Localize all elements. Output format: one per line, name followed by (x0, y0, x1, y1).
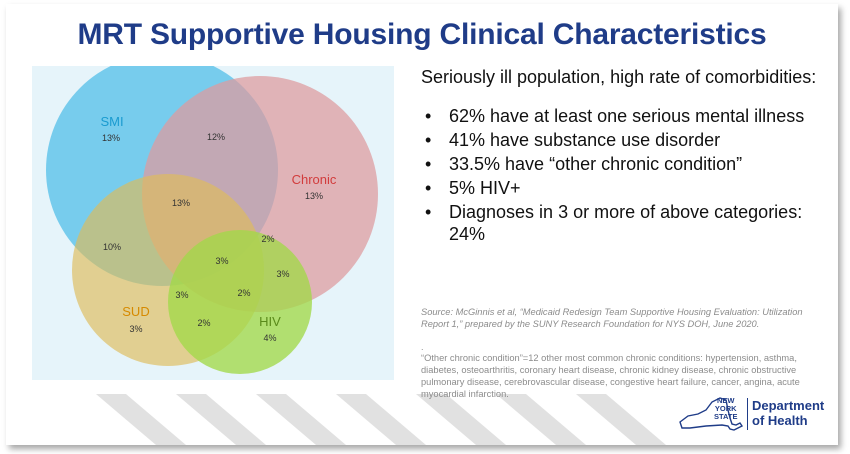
summary-bullet: • Diagnoses in 3 or more of above categor… (425, 202, 803, 244)
bullet-glyph: • (425, 178, 432, 198)
set-label-sud: SUD (122, 304, 149, 319)
region-chronic-hiv: 3% (276, 269, 289, 279)
summary-bullet: • 5% HIV+ (425, 178, 521, 198)
page-title: MRT Supportive Housing Clinical Characte… (77, 18, 767, 51)
summary-intro: Seriously ill population, high rate of c… (421, 67, 817, 87)
set-label-chronic: Chronic (292, 172, 337, 187)
set-value-hiv: 4% (263, 333, 276, 343)
region-all-four: 3% (215, 256, 228, 266)
set-value-chronic: 13% (305, 191, 323, 201)
separator-dot: . (421, 342, 424, 352)
logo-divider (747, 398, 748, 430)
footnote: “Other chronic condition”=12 other most … (421, 353, 800, 399)
new-york-state-outline-icon (679, 397, 744, 431)
summary-bullet: • 33.5% have “other chronic condition” (425, 154, 743, 174)
summary-bullet: • 41% have substance use disorder (425, 130, 721, 150)
bullet-glyph: • (425, 154, 432, 174)
bullet-glyph: • (425, 202, 432, 222)
logo-department-text: Department of Health (752, 398, 825, 428)
set-label-smi: SMI (100, 114, 123, 129)
summary-bullet: • 62% have at least one serious mental il… (425, 106, 805, 126)
region-smi-chronic-sud: 13% (172, 198, 190, 208)
slide: MRT Supportive Housing Clinical Characte… (6, 4, 838, 445)
set-label-hiv: HIV (259, 314, 281, 329)
summary-panel: Seriously ill population, high rate of c… (421, 66, 831, 247)
set-value-sud: 3% (129, 324, 142, 334)
source-citation: Source: McGinnis et al, “Medicaid Redesi… (421, 307, 803, 329)
region-smi-chronic-hiv: 2% (261, 234, 274, 244)
region-smi-sud: 10% (103, 242, 121, 252)
bullet-glyph: • (425, 106, 432, 126)
background-stripes (96, 394, 666, 445)
logo-state-text: NEW YORK STATE (714, 396, 738, 421)
region-smi-sud-hiv: 3% (175, 290, 188, 300)
nys-doh-logo: NEW YORK STATE Department of Health (676, 392, 826, 436)
venn-diagram: SMI 13% Chronic 13% SUD 3% HIV 4% 12% 13… (32, 66, 394, 380)
region-sud-hiv: 2% (197, 318, 210, 328)
region-smi-chronic: 12% (207, 132, 225, 142)
bullet-glyph: • (425, 130, 432, 150)
venn-circle-hiv (168, 230, 312, 374)
summary-bullet-list: • 62% have at least one serious mental il… (421, 105, 831, 245)
set-value-smi: 13% (102, 133, 120, 143)
region-chronic-sud-hiv: 2% (237, 288, 250, 298)
